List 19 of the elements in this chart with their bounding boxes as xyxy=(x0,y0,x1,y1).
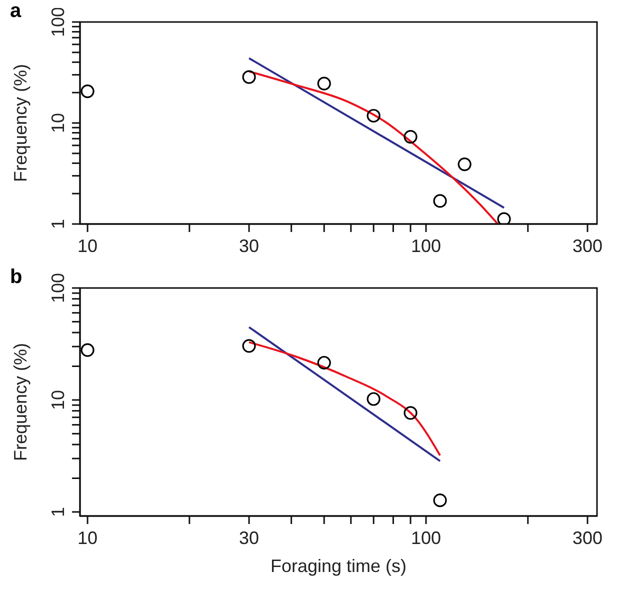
y-tick-label: 100 xyxy=(48,6,68,38)
x-tick-label: 10 xyxy=(78,236,98,256)
y-axis-title: Frequency (%) xyxy=(10,342,30,462)
x-tick-label: 30 xyxy=(239,528,260,548)
x-tick-label: 10 xyxy=(78,528,98,548)
x-tick-label: 100 xyxy=(410,236,442,256)
x-axis-title: Foraging time (s) xyxy=(270,556,407,576)
y-tick-label: 1 xyxy=(48,506,68,517)
chart-title: a xyxy=(10,0,22,23)
y-tick-label: 10 xyxy=(48,390,68,410)
y-axis-title: Frequency (%) xyxy=(10,64,30,182)
y-tick-label: 10 xyxy=(48,112,68,134)
x-tick-label: 30 xyxy=(239,236,260,256)
y-tick-label: 100 xyxy=(48,272,68,304)
chart-title: b xyxy=(10,266,22,289)
x-tick-label: 300 xyxy=(572,528,603,548)
x-tick-label: 100 xyxy=(410,528,442,548)
y-tick-label: 1 xyxy=(48,218,68,230)
x-tick-label: 300 xyxy=(572,236,603,256)
